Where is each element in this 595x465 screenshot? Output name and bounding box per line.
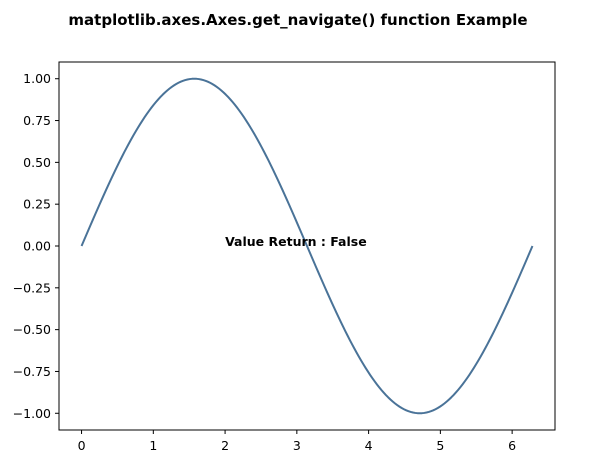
x-tick-label: 0 — [78, 438, 86, 453]
chart-title: matplotlib.axes.Axes.get_navigate() func… — [68, 11, 527, 29]
y-tick-label: −0.25 — [13, 280, 51, 295]
y-axis: 1.00 0.75 0.50 0.25 0.00 −0.25 −0.50 −0.75 −1.00 — [13, 71, 59, 421]
y-tick-label: −0.75 — [13, 364, 51, 379]
x-tick-label: 5 — [436, 438, 444, 453]
x-tick-label: 4 — [365, 438, 373, 453]
sine-series-line — [80, 77, 534, 415]
y-tick-label: 0.00 — [23, 239, 51, 254]
x-axis: 0 1 2 3 4 5 6 — [78, 430, 516, 453]
y-tick-label: 0.75 — [23, 113, 51, 128]
y-tick-label: −1.00 — [13, 406, 51, 421]
plot-area — [80, 77, 534, 415]
x-tick-label: 2 — [221, 438, 229, 453]
x-tick-label: 3 — [293, 438, 301, 453]
y-tick-label: 0.50 — [23, 155, 51, 170]
value-return-annotation: Value Return : False — [225, 234, 367, 249]
x-tick-label: 6 — [508, 438, 516, 453]
x-tick-label: 1 — [149, 438, 157, 453]
y-tick-label: 0.25 — [23, 197, 51, 212]
y-tick-label: −0.50 — [13, 322, 51, 337]
y-tick-label: 1.00 — [23, 71, 51, 86]
